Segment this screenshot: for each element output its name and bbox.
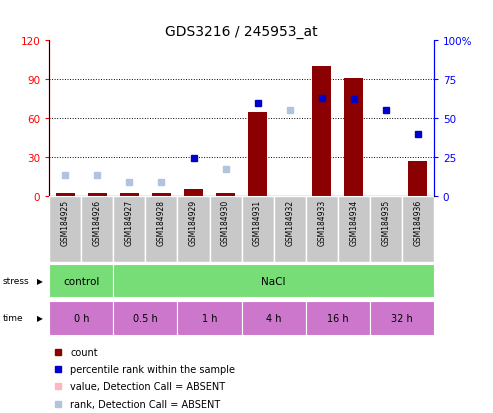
- Bar: [49, 264, 113, 297]
- Text: ▶: ▶: [37, 313, 43, 323]
- Bar: [49, 301, 113, 335]
- Bar: [49, 196, 81, 262]
- Bar: [370, 196, 402, 262]
- Text: GSM184927: GSM184927: [125, 199, 134, 245]
- Text: count: count: [70, 347, 98, 357]
- Text: GSM184926: GSM184926: [93, 199, 102, 245]
- Text: 0 h: 0 h: [73, 313, 89, 323]
- Bar: [184, 190, 203, 196]
- Bar: [306, 301, 370, 335]
- Bar: [113, 264, 434, 297]
- Bar: [370, 301, 434, 335]
- Text: GSM184929: GSM184929: [189, 199, 198, 245]
- Bar: [338, 196, 370, 262]
- Text: NaCl: NaCl: [261, 276, 286, 286]
- Bar: [242, 196, 274, 262]
- Title: GDS3216 / 245953_at: GDS3216 / 245953_at: [165, 25, 318, 39]
- Text: ▶: ▶: [37, 276, 43, 285]
- Bar: [210, 196, 242, 262]
- Text: time: time: [2, 313, 23, 323]
- Bar: [81, 196, 113, 262]
- Text: 4 h: 4 h: [266, 313, 282, 323]
- Text: 32 h: 32 h: [391, 313, 413, 323]
- Bar: [152, 194, 171, 196]
- Bar: [344, 79, 363, 196]
- Text: GSM184936: GSM184936: [413, 199, 423, 246]
- Bar: [113, 301, 177, 335]
- Text: rank, Detection Call = ABSENT: rank, Detection Call = ABSENT: [70, 399, 221, 409]
- Bar: [248, 112, 267, 196]
- Text: control: control: [63, 276, 100, 286]
- Bar: [408, 161, 427, 196]
- Bar: [312, 67, 331, 196]
- Text: value, Detection Call = ABSENT: value, Detection Call = ABSENT: [70, 381, 226, 391]
- Text: GSM184934: GSM184934: [349, 199, 358, 246]
- Bar: [402, 196, 434, 262]
- Text: GSM184931: GSM184931: [253, 199, 262, 245]
- Text: stress: stress: [2, 276, 29, 285]
- Text: GSM184933: GSM184933: [317, 199, 326, 246]
- Text: 16 h: 16 h: [327, 313, 349, 323]
- Text: GSM184928: GSM184928: [157, 199, 166, 245]
- Text: 0.5 h: 0.5 h: [133, 313, 158, 323]
- Text: percentile rank within the sample: percentile rank within the sample: [70, 364, 236, 375]
- Bar: [177, 196, 210, 262]
- Text: 1 h: 1 h: [202, 313, 217, 323]
- Bar: [242, 301, 306, 335]
- Bar: [88, 194, 107, 196]
- Bar: [113, 196, 145, 262]
- Text: GSM184925: GSM184925: [61, 199, 70, 245]
- Text: GSM184935: GSM184935: [381, 199, 390, 246]
- Bar: [120, 194, 139, 196]
- Text: GSM184932: GSM184932: [285, 199, 294, 245]
- Text: GSM184930: GSM184930: [221, 199, 230, 246]
- Bar: [216, 194, 235, 196]
- Bar: [145, 196, 177, 262]
- Bar: [56, 194, 75, 196]
- Bar: [274, 196, 306, 262]
- Bar: [177, 301, 242, 335]
- Bar: [306, 196, 338, 262]
